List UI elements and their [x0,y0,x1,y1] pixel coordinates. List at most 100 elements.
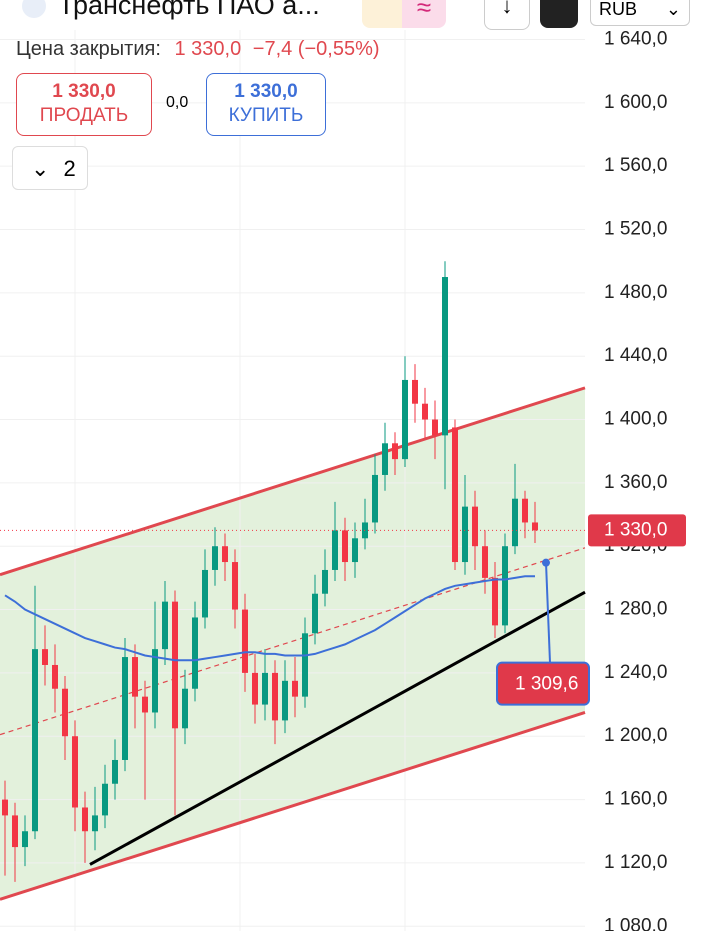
candle-body [242,609,248,673]
y-tick-label: 1 480,0 [604,282,667,303]
candle-body [182,688,188,729]
logo [22,0,46,18]
candle-body [382,443,388,475]
y-tick-label: 1 520,0 [604,219,667,240]
sell-button[interactable]: 1 330,0 ПРОДАТЬ [16,73,152,136]
candle-body [342,530,348,563]
candle-body [462,506,468,563]
close-label-text: Цена закрытия: [16,38,161,60]
candle-body [522,498,528,523]
buy-button[interactable]: 1 330,0 КУПИТЬ [206,73,326,136]
candle-body [322,569,328,594]
candle-body [162,601,168,650]
candle-body [72,736,78,808]
sell-price: 1 330,0 [52,81,116,102]
session-icon[interactable] [362,0,402,28]
candle-body [502,546,508,626]
last-price-tag [588,514,686,547]
layout-button[interactable] [540,0,578,28]
indicators-toggle[interactable]: ⌄ 2 [12,146,88,190]
candle-body [282,680,288,721]
y-tick-label: 1 640,0 [604,29,667,50]
ma-last-label: 1 309,6 [515,674,578,695]
candle-body [442,277,448,436]
y-tick-label: 1 440,0 [604,345,667,366]
close-price: 1 330,0 [174,38,242,60]
title: Транснефть ПАО а... [58,0,320,20]
spread: 0,0 [166,94,189,111]
candle-body [32,649,38,832]
buy-price: 1 330,0 [234,81,298,102]
candle-body [142,696,148,713]
trendline [0,386,586,577]
candle-body [302,633,308,697]
candle-body [372,474,378,523]
candle-body [412,379,418,404]
y-tick-label: 1 600,0 [604,92,667,113]
candle-body [262,672,268,705]
candle-body [292,680,298,697]
candle-body [172,601,178,729]
candle-body [532,522,538,531]
candle-body [432,419,438,436]
y-tick-label: 1 160,0 [604,789,667,810]
candle-body [312,593,318,634]
y-tick-label: 1 240,0 [604,662,667,683]
last-price-label: 1 330,0 [604,519,667,540]
candle-body [12,815,18,848]
candle-body [272,672,278,721]
candle-body [62,688,68,737]
market-icon[interactable]: ≈ [402,0,446,28]
y-tick-label: 1 280,0 [604,599,667,620]
candle-body [42,649,48,665]
close-label: Цена закрытия: 1 330,0 −7,4 (−0,55%) [16,38,380,61]
trendline [0,711,586,901]
y-tick-label: 1 080,0 [604,915,667,931]
candle-body [52,664,58,689]
candle-body [232,562,238,610]
candle-body [92,815,98,832]
sell-label: ПРОДАТЬ [39,105,129,126]
y-tick-label: 1 400,0 [604,409,667,430]
moving-average [4,575,535,662]
candle-body [192,617,198,689]
candle-body [422,403,428,420]
candle-body [22,831,28,848]
candle-body [132,657,138,697]
candle-body [392,443,398,460]
candle-body [152,649,158,713]
candle-body [2,799,8,816]
candle-body [212,546,218,570]
candle-body [482,546,488,578]
candle-body [512,498,518,547]
trendline [0,547,586,736]
y-tick-label: 1 560,0 [604,155,667,176]
currency: RUB [599,0,638,19]
candle-body [252,672,258,705]
indicators-count: 2 [63,156,76,181]
channel-fill [0,387,585,900]
y-tick-label: 1 120,0 [604,852,667,873]
candle-body [102,783,108,816]
trendline [89,590,586,866]
buy-label: КУПИТЬ [228,105,304,126]
candle-body [222,546,228,563]
candle-body [402,379,408,460]
y-tick-label: 1 200,0 [604,725,667,746]
candle-body [352,538,358,563]
close-change: −7,4 (−0,55%) [252,38,380,60]
currency-select[interactable]: RUB ⌄ [590,0,690,26]
y-tick-label: 1 360,0 [604,472,667,493]
ma-connector [545,562,551,663]
candle-body [452,427,458,563]
candle-body [112,759,118,784]
download-button[interactable]: ↓ [484,0,530,30]
candle-body [332,530,338,570]
candle-body [202,569,208,618]
candle-body [472,506,478,547]
candle-body [492,577,498,626]
candle-body [122,657,128,760]
candle-body [82,807,88,832]
